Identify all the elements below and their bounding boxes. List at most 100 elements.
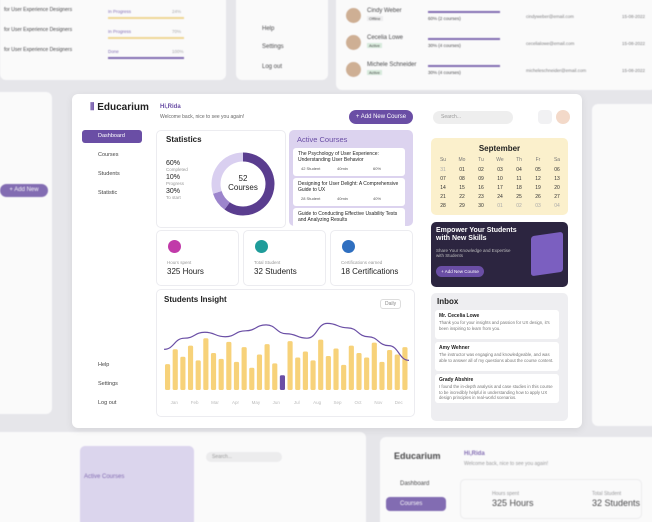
date[interactable]: 04	[516, 167, 522, 173]
course-title: for User Experience Designers	[4, 47, 73, 53]
menu-item: Log out	[262, 64, 283, 70]
avatar	[346, 62, 361, 77]
bg-courses-panel: for User Experience Designers In Progress…	[0, 0, 226, 80]
course-item[interactable]	[293, 148, 405, 176]
menu-item[interactable]: Log out	[98, 400, 117, 406]
student-email: cindyweber@email.com	[526, 14, 574, 19]
stat-value: 10%	[166, 174, 181, 181]
bar	[371, 342, 377, 390]
bar	[218, 358, 224, 390]
bg-bottom-right-panel: Educarium Hi,Rida Welcome back, nice to …	[380, 437, 652, 522]
date[interactable]: 15	[459, 185, 465, 191]
date[interactable]: 13	[554, 176, 560, 182]
date[interactable]: 10	[497, 176, 503, 182]
student-date: 15-08-2022	[622, 14, 646, 19]
date[interactable]: 21	[440, 194, 446, 200]
date[interactable]: 31	[440, 167, 446, 173]
date[interactable]: 06	[554, 167, 560, 173]
menu-item[interactable]: Courses	[98, 152, 119, 158]
insight-card	[156, 289, 415, 417]
date[interactable]: 19	[535, 185, 541, 191]
add-course-button[interactable]: + Add New Course	[349, 110, 413, 124]
kpi-label: Hours spent	[492, 491, 519, 497]
message-sender: Amy Wehner	[439, 345, 470, 351]
card-title: Inbox	[437, 297, 459, 306]
message[interactable]	[435, 342, 559, 371]
date[interactable]: 25	[516, 194, 522, 200]
course-title: Designing for User Delight: A Comprehens…	[298, 181, 399, 193]
course-pct: 24%	[172, 9, 182, 14]
date[interactable]: 03	[497, 167, 503, 173]
stat-value: 60%	[166, 160, 181, 167]
date[interactable]: 02	[516, 203, 522, 209]
month-label: Aug	[313, 400, 322, 405]
menu-item[interactable]: Students	[98, 171, 120, 177]
date[interactable]: 23	[478, 194, 484, 200]
date[interactable]: 02	[478, 167, 484, 173]
promo-title: Empower Your Students with New Skills	[436, 227, 517, 242]
menu-item[interactable]: Dashboard	[82, 130, 142, 143]
course-meta: 42 Student	[301, 166, 321, 171]
donut-center: 52 Courses	[210, 174, 276, 192]
weekday: Mo	[458, 157, 466, 163]
course-status: In Progress	[108, 29, 132, 34]
student-email: cecelialowe@email.com	[526, 41, 575, 46]
date[interactable]: 24	[497, 194, 503, 200]
kpi-card	[330, 230, 413, 286]
course-item[interactable]	[293, 208, 405, 226]
message[interactable]	[435, 310, 559, 339]
date[interactable]: 26	[535, 194, 541, 200]
bg-left-panel: + Add New Course	[0, 92, 52, 414]
bar	[187, 345, 194, 390]
menu-item[interactable]: Settings	[98, 381, 118, 387]
date[interactable]: 28	[440, 203, 446, 209]
date[interactable]: 03	[535, 203, 541, 209]
menu-item[interactable]: Statistic	[98, 190, 118, 196]
date[interactable]: 18	[516, 185, 522, 191]
bar	[172, 349, 178, 390]
icon-button[interactable]	[538, 110, 552, 124]
date[interactable]: 12	[535, 176, 541, 182]
avatar[interactable]	[556, 110, 570, 124]
date[interactable]: 29	[459, 203, 465, 209]
date[interactable]: 30	[478, 203, 484, 209]
kpi-card	[156, 230, 239, 286]
insight-chart: Jan Feb Mar Apr May Jun Jul Aug Sep Oct Nov Dec	[163, 322, 410, 405]
date[interactable]: 11	[516, 176, 522, 182]
filter-dropdown[interactable]: Daily	[380, 299, 402, 309]
date[interactable]: 16	[478, 185, 484, 191]
menu-item: Courses	[386, 497, 446, 511]
bar	[348, 345, 354, 390]
donut-chart	[211, 152, 275, 216]
weekday: Fr	[535, 157, 541, 163]
kpi-label: Certifications earned	[341, 260, 383, 265]
date[interactable]: 14	[440, 185, 446, 191]
student-name: Cecelia Lowe	[367, 35, 404, 41]
date[interactable]: 01	[497, 203, 503, 209]
date[interactable]: 07	[440, 176, 446, 182]
date[interactable]: 04	[554, 203, 560, 209]
date[interactable]: 27	[554, 194, 560, 200]
date[interactable]: 22	[459, 194, 465, 200]
course-title: The Psychology of User Experience: Under…	[298, 151, 379, 163]
menu-item[interactable]: Help	[98, 362, 110, 368]
message-text: I found the in-depth analysis and case s…	[439, 384, 553, 400]
student-email: micheleschneider@email.com	[526, 68, 587, 73]
bar	[241, 347, 247, 390]
date[interactable]: 20	[554, 185, 560, 191]
message[interactable]	[435, 374, 559, 403]
date[interactable]: 05	[535, 167, 541, 173]
weekday: Th	[516, 157, 522, 163]
card	[80, 446, 194, 522]
date[interactable]: 08	[459, 176, 465, 182]
course-item[interactable]	[293, 178, 405, 206]
date[interactable]: 09	[478, 176, 484, 182]
date[interactable]: 17	[497, 185, 503, 191]
date[interactable]: 01	[459, 167, 465, 173]
promo-button[interactable]: + Add New Course	[436, 266, 484, 277]
search[interactable]: Search...	[433, 111, 513, 124]
menu-item: Dashboard	[400, 481, 430, 487]
kpi-icon	[255, 240, 268, 253]
bar	[210, 353, 217, 390]
